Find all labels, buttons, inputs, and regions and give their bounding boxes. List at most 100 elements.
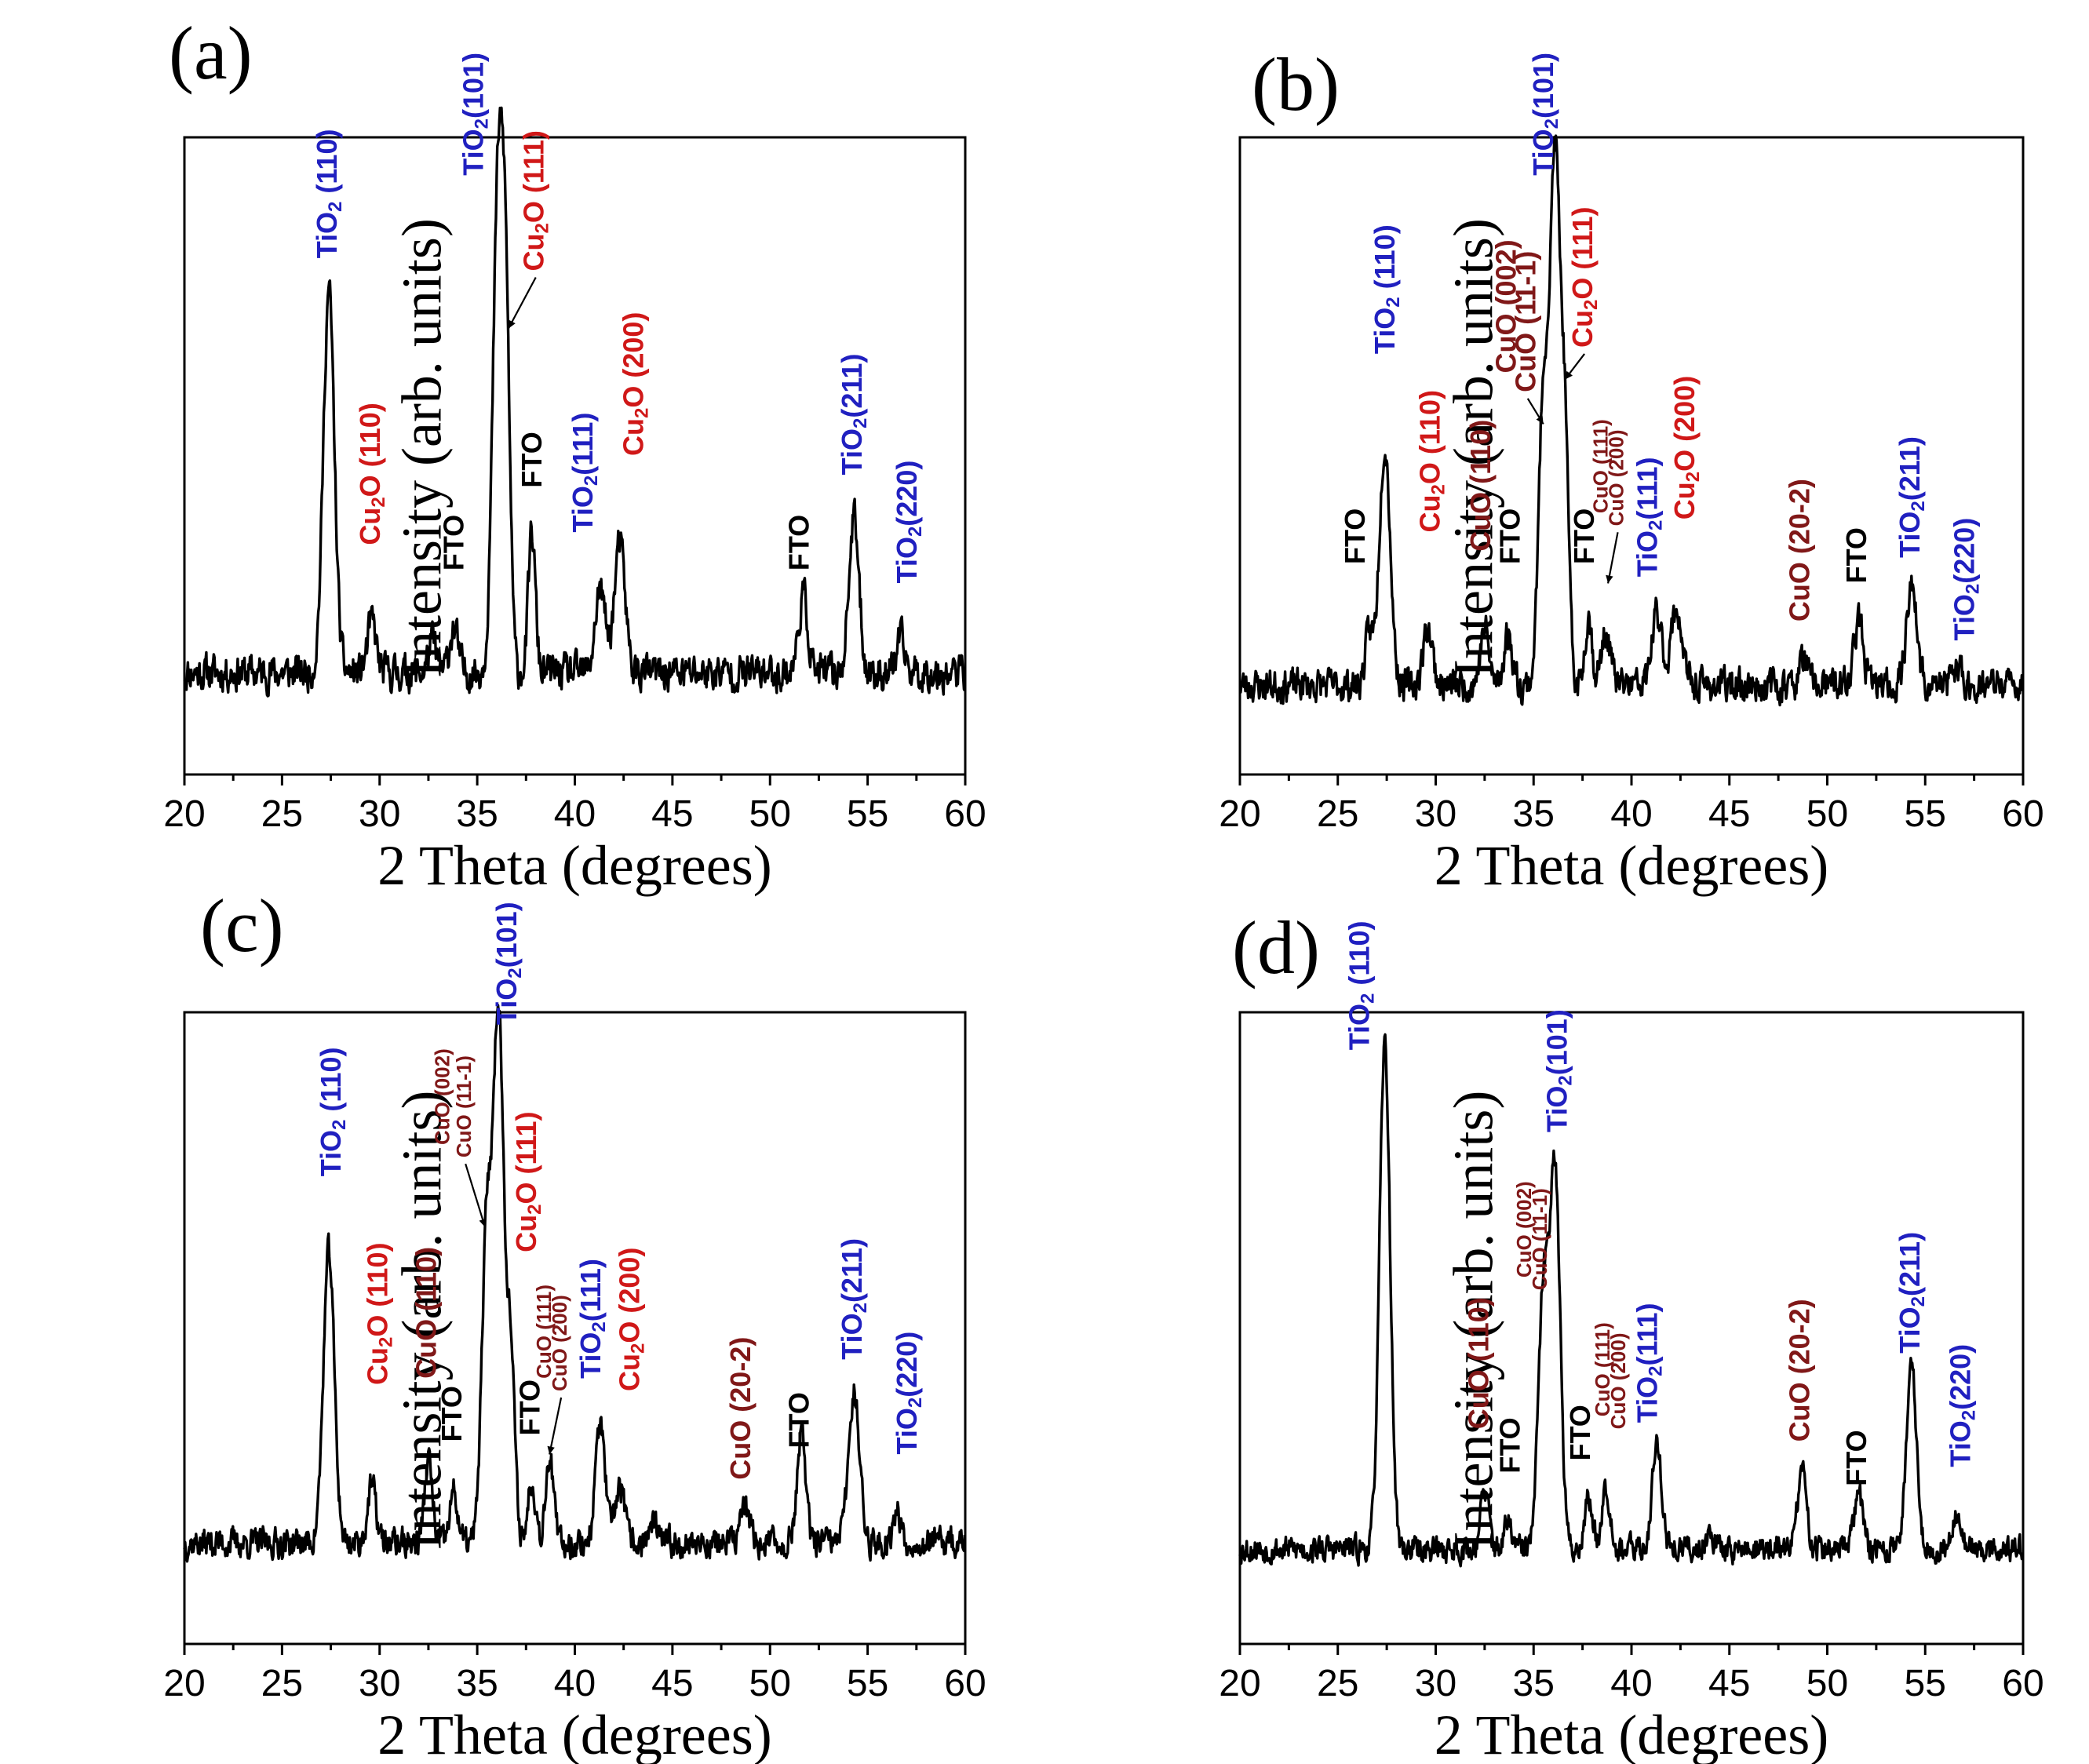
- label-part: TiO: [890, 537, 922, 583]
- label-part: (101): [1540, 1009, 1573, 1075]
- annotation-arrow: [465, 1163, 487, 1228]
- label-part: TiO: [1631, 530, 1663, 577]
- peak-point: [487, 1226, 488, 1228]
- annotation-arrow: [1606, 532, 1619, 584]
- label-subscript: 2: [1963, 584, 1984, 594]
- peak-label-fto: FTO: [436, 1386, 468, 1441]
- x-tick-label: 60: [944, 793, 986, 835]
- peak-label-cuo: CuO (110): [1464, 420, 1497, 552]
- panel-c: (c) 20 25 30 35 40 45 50 55 60 2 Theta (degrees) In…: [163, 884, 986, 1764]
- peak-label-cu2o: Cu2O (200): [1668, 376, 1704, 519]
- peak-label-tio2: TiO2(220): [1944, 1344, 1980, 1467]
- annotation-arrow: [507, 277, 537, 330]
- arrow-head: [1536, 415, 1544, 425]
- peak-label-tio2: TiO2 (110): [1343, 921, 1379, 1051]
- peak-label-tio2: TiO2(111): [1631, 457, 1667, 577]
- arrow-head: [1565, 370, 1573, 380]
- label-part: TiO: [457, 129, 489, 175]
- peak-label-tio2: TiO2(220): [890, 461, 926, 584]
- x-tick-label: 35: [456, 793, 498, 835]
- xrd-trace: [183, 1004, 966, 1563]
- peak-label-fto: FTO: [516, 432, 548, 487]
- x-tick-label: 55: [847, 793, 888, 835]
- label-part: (211): [836, 1238, 868, 1303]
- label-part: Cu: [617, 418, 649, 456]
- peak-label-fto: FTO: [437, 515, 469, 570]
- x-tick-label: 50: [749, 1663, 791, 1704]
- x-axis-title: 2 Theta (degrees): [1435, 834, 1828, 897]
- peak-label-cu2o: Cu2O (111): [517, 130, 553, 271]
- peak-point: [371, 621, 373, 622]
- x-tick-label: 20: [1219, 793, 1260, 835]
- y-axis-title: Intensity (arb. units): [1442, 1091, 1505, 1551]
- label-subscript: 2: [1580, 300, 1602, 310]
- label-subscript: 2: [532, 223, 553, 233]
- label-subscript: 2: [1555, 1075, 1577, 1085]
- x-tick-label: 45: [651, 793, 693, 835]
- label-part: TiO: [1893, 512, 1925, 558]
- label-part: O (111): [509, 1111, 541, 1204]
- peak-label-cuo: CuO (20-2): [1784, 1299, 1816, 1441]
- label-subscript: 2: [472, 118, 493, 129]
- label-part: (220): [890, 461, 922, 527]
- peak-label-cuo: CuO (002): [1512, 1181, 1536, 1277]
- label-subscript: 2: [905, 1398, 926, 1408]
- label-subscript: 2: [628, 1343, 649, 1354]
- label-part: (220): [890, 1332, 922, 1398]
- peak-label-tio2: TiO2(101): [457, 53, 493, 176]
- label-part: Cu: [1566, 310, 1599, 348]
- peak-label-fto: FTO: [1339, 508, 1371, 564]
- label-part: O (110): [361, 1243, 393, 1337]
- peak-label-tio2: TiO2(220): [890, 1332, 926, 1455]
- x-tick-label: 60: [2002, 1663, 2043, 1704]
- x-tick-label: 20: [163, 793, 205, 835]
- x-tick-label: 40: [554, 793, 596, 835]
- x-axis-title: 2 Theta (degrees): [377, 834, 771, 897]
- label-subscript: 2: [524, 1205, 545, 1215]
- label-part: (211): [1893, 1232, 1925, 1296]
- label-part: (101): [490, 902, 522, 968]
- x-tick-label: 50: [1806, 1663, 1848, 1704]
- peak-label-fto: FTO: [513, 1379, 545, 1435]
- peak-label-tio2: TiO2(220): [1948, 518, 1984, 641]
- x-tick-label: 45: [1708, 793, 1750, 835]
- label-part: Cu: [353, 508, 385, 545]
- peak-label-fto: FTO: [1493, 508, 1526, 564]
- x-tick-label: 35: [1513, 793, 1555, 835]
- y-axis-title: Intensity (arb. units): [391, 1091, 454, 1551]
- peak-point: [1564, 461, 1566, 463]
- label-subscript: 2: [325, 202, 346, 212]
- peak-label-fto: FTO: [1493, 1417, 1526, 1473]
- peak-label-cuo: CuO (111): [532, 1285, 556, 1379]
- peak-label-cu2o: Cu2O (200): [613, 1248, 649, 1391]
- label-part: O (111): [1566, 207, 1599, 300]
- label-subscript: 2: [905, 527, 926, 537]
- label-part: O (110): [353, 403, 385, 497]
- label-part: Cu: [517, 234, 549, 272]
- peak-point: [1543, 1296, 1544, 1297]
- label-subscript: 2: [1908, 501, 1929, 511]
- peak-label-tio2: TiO2(211): [1893, 1232, 1929, 1354]
- label-part: O (200): [613, 1248, 645, 1343]
- annotation-arrow: [549, 1397, 563, 1455]
- label-part: TiO: [1527, 129, 1559, 175]
- label-subscript: 2: [376, 1337, 397, 1347]
- peak-label-fto: FTO: [1840, 527, 1872, 583]
- panel-label: (c): [200, 884, 284, 968]
- label-part: TiO: [566, 486, 598, 532]
- peak-label-cuo: CuO (11-1): [1528, 1188, 1551, 1290]
- peak-label-cuo: CuO (11-1): [1509, 251, 1541, 392]
- peak-label-cuo: CuO (20-2): [1784, 479, 1816, 621]
- label-part: Cu: [509, 1215, 541, 1252]
- x-tick-label: 45: [651, 1663, 693, 1704]
- label-subscript: 2: [329, 1120, 350, 1130]
- peak-label-cuo: CuO (200): [1604, 430, 1628, 527]
- xrd-trace: [1239, 134, 2024, 707]
- x-tick-label: 40: [554, 1663, 596, 1704]
- peak-label-cuo: CuO (200): [548, 1295, 571, 1391]
- label-part: (111): [574, 1259, 606, 1321]
- panel-label: (b): [1252, 42, 1340, 126]
- label-subscript: 2: [1908, 1296, 1929, 1307]
- x-tick-label: 35: [456, 1663, 498, 1704]
- label-part: (110): [1369, 224, 1401, 297]
